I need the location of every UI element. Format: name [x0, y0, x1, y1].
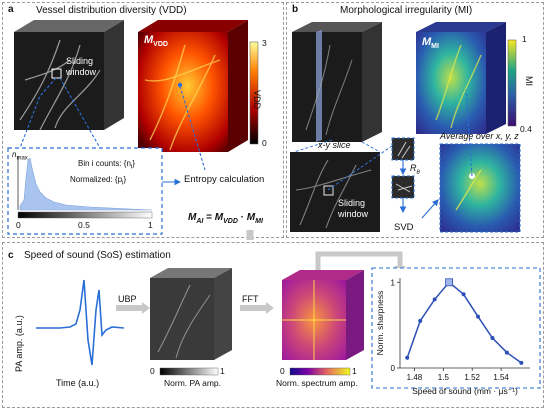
eq-m-ai: M — [188, 212, 197, 223]
panel-b-title: Morphological irregularity (MI) — [340, 5, 473, 16]
norm-pa-label: Norm. PA amp. — [164, 378, 221, 388]
sharpness-point — [432, 297, 437, 302]
sharpness-peak-point — [445, 278, 454, 287]
mi-volume — [416, 22, 506, 134]
pa-waveform — [36, 279, 125, 366]
hist-line1-sub: i — [130, 163, 133, 171]
vdd-map-sub: VDD — [153, 41, 168, 49]
ubp-volume — [150, 268, 232, 360]
hist-ylabel: nmax — [12, 150, 28, 162]
panel-c-title: Speed of sound (SoS) estimation — [24, 250, 171, 261]
mi-colorbar-max: 1 — [522, 34, 527, 44]
mi-slice-image — [439, 143, 521, 233]
x-tick-label: 1.5 — [438, 373, 450, 382]
vdd-colorbar-max: 3 — [262, 38, 267, 48]
eq-m-mi-sub: MI — [255, 218, 263, 225]
mi-map-label: MMI — [422, 36, 439, 50]
xy-slice-image — [290, 152, 380, 232]
sliding-window-label-a: Sliding window — [66, 56, 97, 77]
x-axis-label: Speed of sound (mm · μs⁻¹) — [412, 386, 518, 396]
eq-m-ai-sub: AI — [196, 218, 204, 225]
eq-dot: · — [237, 212, 247, 223]
sharpness-point — [418, 318, 423, 323]
r-theta-sub: θ — [416, 169, 420, 176]
average-label: Average over x, y, z — [440, 131, 519, 141]
sos-chart: 1.48 1.5 1.52 1.54 0 1 Speed of sound (mm · μs… — [375, 278, 530, 396]
sharpness-point — [461, 292, 466, 297]
panel-c-label: c — [8, 250, 14, 261]
mi-colorbar-min: 0.4 — [520, 124, 532, 134]
gray-colorbar — [159, 367, 219, 376]
pa-xlabel: Time (a.u.) — [56, 378, 100, 388]
y-tick-label: 1 — [391, 278, 396, 287]
fft-label: FFT — [242, 294, 259, 304]
sharpness-point — [504, 350, 509, 355]
panel-b — [286, 2, 544, 238]
panel-a — [2, 2, 284, 238]
panel-b-graphics — [290, 22, 521, 233]
x-tick-label: 1.52 — [464, 373, 480, 382]
sharpness-point — [476, 314, 480, 319]
mi-map-sub: MI — [431, 43, 439, 51]
fft-volume — [282, 270, 364, 360]
hist-line1: Bin i counts: {ni} — [78, 159, 136, 171]
pa-ylabel: PA amp. (a.u.) — [14, 315, 24, 372]
x-tick-label: 1.54 — [493, 373, 509, 382]
eq-m-mi: M — [246, 212, 256, 223]
hist-ylabel-n: n — [12, 150, 17, 159]
mi-colorbar-title: MI — [524, 76, 534, 86]
slice-stack — [292, 22, 382, 142]
gray-cb-max: 1 — [220, 366, 225, 376]
panel-a-label: a — [8, 4, 14, 15]
hist-ylabel-sub: max — [16, 155, 28, 162]
norm-spec-label: Norm. spectrum amp. — [276, 378, 358, 388]
vessel-volume-gray — [14, 20, 124, 131]
plasma-cb-max: 1 — [352, 366, 357, 376]
sliding-window-label-b: Sliding window — [338, 198, 369, 219]
vdd-volume — [138, 20, 248, 152]
panel-c — [2, 242, 544, 408]
eq-m-vdd-sub: VDD — [223, 218, 238, 225]
sharpness-point — [519, 360, 524, 365]
patch-2 — [391, 175, 415, 199]
xy-slice-label: x-y slice — [318, 140, 351, 150]
vdd-colorbar-min: 0 — [262, 138, 267, 148]
y-axis-label: Norm. sharpness — [375, 291, 385, 356]
vdd-map-m: M — [144, 34, 154, 46]
mi-colorbar — [507, 39, 517, 127]
gray-cb-min: 0 — [150, 366, 155, 376]
x-tick-label: 1.48 — [407, 373, 423, 382]
sharpness-point — [490, 336, 495, 340]
y-tick-label: 0 — [391, 364, 396, 373]
panel-b-label: b — [292, 4, 299, 15]
ai-equation: MAI = MVDD · MMI — [188, 212, 263, 225]
hist-tick-0: 0 — [16, 220, 21, 230]
vdd-colorbar — [249, 41, 259, 145]
hist-tick-1: 1 — [148, 220, 153, 230]
entropy-label: Entropy calculation — [184, 174, 265, 185]
histogram — [17, 156, 153, 219]
eq-m-vdd: M — [214, 212, 224, 223]
hist-line2-text: Normalized: {p — [70, 175, 123, 184]
hist-tick-05: 0.5 — [78, 220, 90, 230]
panel-a-graphics — [7, 20, 259, 240]
plasma-cb-min: 0 — [280, 366, 285, 376]
ubp-label: UBP — [118, 294, 137, 304]
r-theta-label: Rθ — [410, 163, 420, 176]
svd-label: SVD — [394, 222, 414, 233]
plasma-colorbar — [289, 367, 351, 376]
r-theta-r: R — [410, 163, 417, 173]
vdd-map-label: MVDD — [144, 34, 168, 48]
vdd-colorbar-title: VDD — [252, 90, 262, 110]
eq-equals: = — [203, 212, 215, 223]
mi-map-m: M — [422, 36, 432, 48]
hist-line2-sub: i — [122, 179, 124, 187]
sharpness-point — [405, 355, 410, 360]
hist-line1-text: Bin i counts: {n — [78, 159, 131, 168]
hist-line2: Normalized: {pi} — [70, 175, 127, 187]
panel-a-title: Vessel distribution diversity (VDD) — [36, 5, 187, 16]
